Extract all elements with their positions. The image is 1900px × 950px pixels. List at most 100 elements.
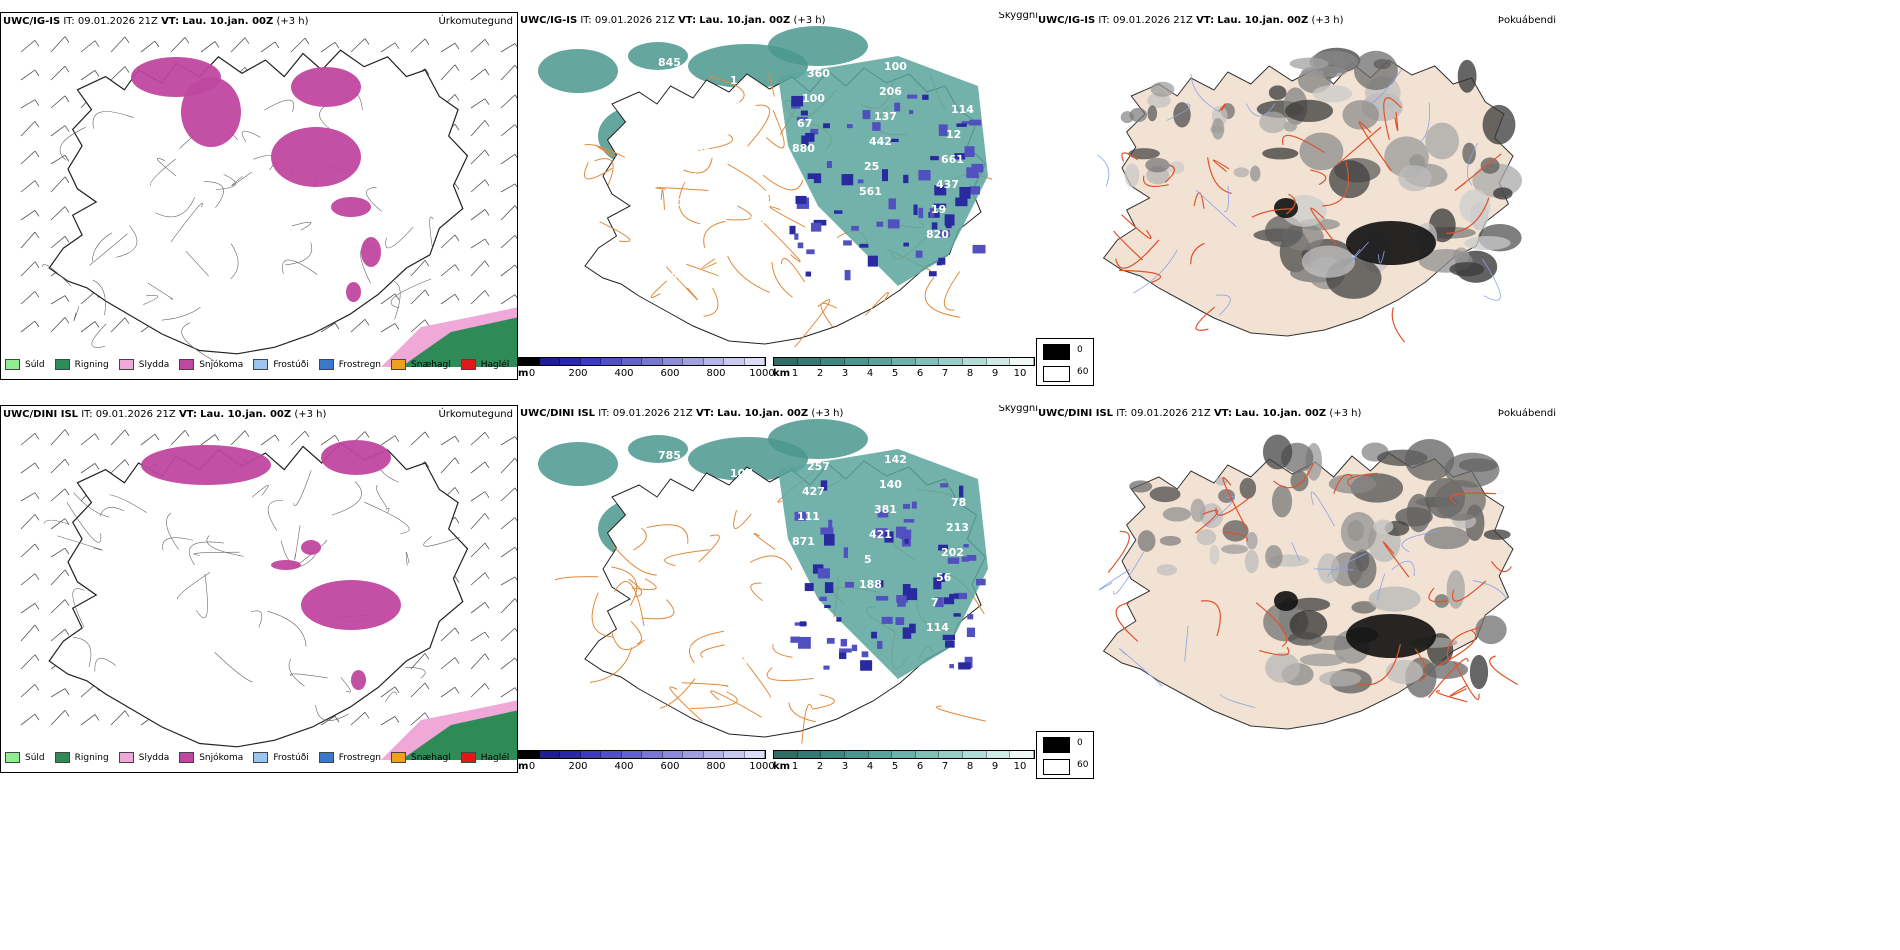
colorbar-bin xyxy=(580,358,601,365)
panel-header: UWC/IG-IS IT: 09.01.2026 21Z VT: Lau. 10… xyxy=(3,16,309,27)
panel-header: UWC/IG-IS IT: 09.01.2026 21Z VT: Lau. 10… xyxy=(520,15,826,26)
ceiling-value-label: 93 xyxy=(745,632,760,645)
ceiling-visibility-map: 845 989 880 561 820 221 1 67 25 19 99 95 100 442 437 53… xyxy=(538,26,993,348)
panel-title-precip: Úrkomutegund xyxy=(438,16,513,27)
colorbar-bin xyxy=(580,751,601,758)
colorbar-bin xyxy=(774,358,798,365)
legend-swatch xyxy=(54,359,70,370)
colorbar-bin xyxy=(683,751,704,758)
legend-swatch xyxy=(5,752,20,763)
issue-time: IT: 09.01.2026 21Z xyxy=(1098,15,1193,26)
colorbar-bin xyxy=(560,751,581,758)
panel-header: UWC/DINI ISL IT: 09.01.2026 21Z VT: Lau.… xyxy=(1038,408,1361,419)
ceiling-tick: 600 xyxy=(660,761,680,772)
fog-index-map xyxy=(1097,47,1522,342)
fog-legend-swatch xyxy=(1043,759,1070,775)
fog-index-map xyxy=(1098,434,1518,730)
valid-time-label: VT: xyxy=(1213,408,1232,419)
ceiling-value-label: 142 xyxy=(884,453,907,466)
ceiling-value-label: 108 xyxy=(683,171,706,184)
ceiling-value-label: 188 xyxy=(859,578,882,591)
visibility-tick: 10 xyxy=(1013,761,1027,772)
fog-index-panel: UWC/IG-IS IT: 09.01.2026 21Z VT: Lau. 10… xyxy=(1036,12,1556,342)
colorbar-bin xyxy=(963,358,987,365)
visibility-tick: 7 xyxy=(941,368,949,379)
ceiling-value-label: 77 xyxy=(663,664,678,677)
fog-index-panel: UWC/DINI ISL IT: 09.01.2026 21Z VT: Lau.… xyxy=(1036,405,1556,735)
legend-item-súld: Súld xyxy=(5,359,45,370)
ceiling-value-label: 256 xyxy=(668,639,691,652)
ceiling-value-label: 257 xyxy=(807,460,830,473)
colorbar-bin xyxy=(915,358,940,365)
legend-item-frostregn: Frostregn xyxy=(318,359,381,370)
precip-legend: Súld Rigning Slydda Snjókoma Frostúði Frostre… xyxy=(5,752,517,763)
ceiling-colorbar-bar xyxy=(518,357,766,366)
precip-type-panel: UWC/DINI ISL IT: 09.01.2026 21Z VT: Lau.… xyxy=(0,405,518,773)
ceiling-value-label: 427 xyxy=(802,485,825,498)
ceiling-tick: 0 xyxy=(528,761,536,772)
colorbar-bin xyxy=(519,358,540,365)
colorbar-bin xyxy=(986,751,1011,758)
panel-title-visibility: Skyggni xyxy=(998,405,1038,414)
ceiling-tick: 400 xyxy=(614,368,634,379)
ceiling-visibility-map: 785 720 871 188 114 77 107 111 5 7 256 286 427 421 56 2… xyxy=(538,419,988,744)
fog-legend-label: 60 xyxy=(1077,367,1089,377)
legend-swatch xyxy=(54,752,70,763)
legend-label: Rigning xyxy=(74,752,109,763)
ceiling-value-label: 148 xyxy=(812,282,835,295)
colorbar-bin xyxy=(821,751,845,758)
ceiling-value-label: 421 xyxy=(869,528,892,541)
model-name: UWC/IG-IS xyxy=(520,15,578,26)
ceiling-tick: 400 xyxy=(614,761,634,772)
panel-header: UWC/DINI ISL IT: 09.01.2026 21Z VT: Lau.… xyxy=(3,409,326,420)
legend-label: Súld xyxy=(25,752,45,763)
ceiling-value-label: 534 xyxy=(740,264,763,277)
valid-time-label: VT: xyxy=(695,408,714,419)
legend-item-slydda: Slydda xyxy=(118,752,169,763)
colorbar-bin xyxy=(868,358,893,365)
ceiling-value-label: 7 xyxy=(931,596,939,609)
ceiling-value-label: 25 xyxy=(864,160,879,173)
panel-header: UWC/IG-IS IT: 09.01.2026 21Z VT: Lau. 10… xyxy=(1038,15,1344,26)
legend-item-snjókoma: Snjókoma xyxy=(179,359,243,370)
ceiling-value-label: 109 xyxy=(688,146,711,159)
ceiling-value-label: 720 xyxy=(725,492,748,505)
precip-legend: Súld Rigning Slydda Snjókoma Frostúði Frostre… xyxy=(5,359,517,370)
colorbar-bin xyxy=(844,751,869,758)
ceiling-value-label: 114 xyxy=(926,621,949,634)
legend-item-frostúði: Frostúði xyxy=(253,359,309,370)
visibility-tick: 1 xyxy=(791,761,799,772)
legend-label: Slydda xyxy=(138,359,170,370)
visibility-tick: 6 xyxy=(916,761,924,772)
ceiling-value-label: 202 xyxy=(941,546,964,559)
ceiling-unit: m xyxy=(518,761,529,772)
ceiling-value-label: 107 xyxy=(678,589,701,602)
ceiling-value-label: 5 xyxy=(864,553,872,566)
ceiling-value-label: 137 xyxy=(874,110,897,123)
visibility-tick: 10 xyxy=(1013,368,1027,379)
ceiling-value-label: 539 xyxy=(673,221,696,234)
legend-item-haglél: Haglél xyxy=(460,752,509,763)
colorbar-bin xyxy=(683,358,704,365)
ceiling-tick: 0 xyxy=(528,368,536,379)
ceiling-value-label: 19 xyxy=(931,203,946,216)
fog-legend-swatch xyxy=(1043,366,1070,382)
legend-swatch xyxy=(179,359,195,370)
ceiling-value-label: 12 xyxy=(946,128,961,141)
valid-time: Lau. 10.jan. 00Z xyxy=(182,16,274,27)
ceiling-value-label: 989 xyxy=(725,99,748,112)
legend-swatch xyxy=(318,752,334,763)
visibility-tick: 5 xyxy=(891,761,899,772)
legend-swatch xyxy=(391,359,407,370)
ceiling-value-label: 171 xyxy=(683,564,706,577)
ceiling-value-label: 32 xyxy=(755,189,770,202)
ceiling-tick: 1000 xyxy=(749,761,775,772)
visibility-tick: 3 xyxy=(841,368,849,379)
ceiling-value-label: 78 xyxy=(951,496,966,509)
visibility-tick: 2 xyxy=(816,368,824,379)
ceiling-value-label: 286 xyxy=(735,682,758,695)
issue-time: IT: 09.01.2026 21Z xyxy=(81,409,176,420)
ceiling-value-label: 67 xyxy=(797,117,812,130)
colorbar-bin xyxy=(939,751,964,758)
ceiling-tick: 200 xyxy=(568,368,588,379)
